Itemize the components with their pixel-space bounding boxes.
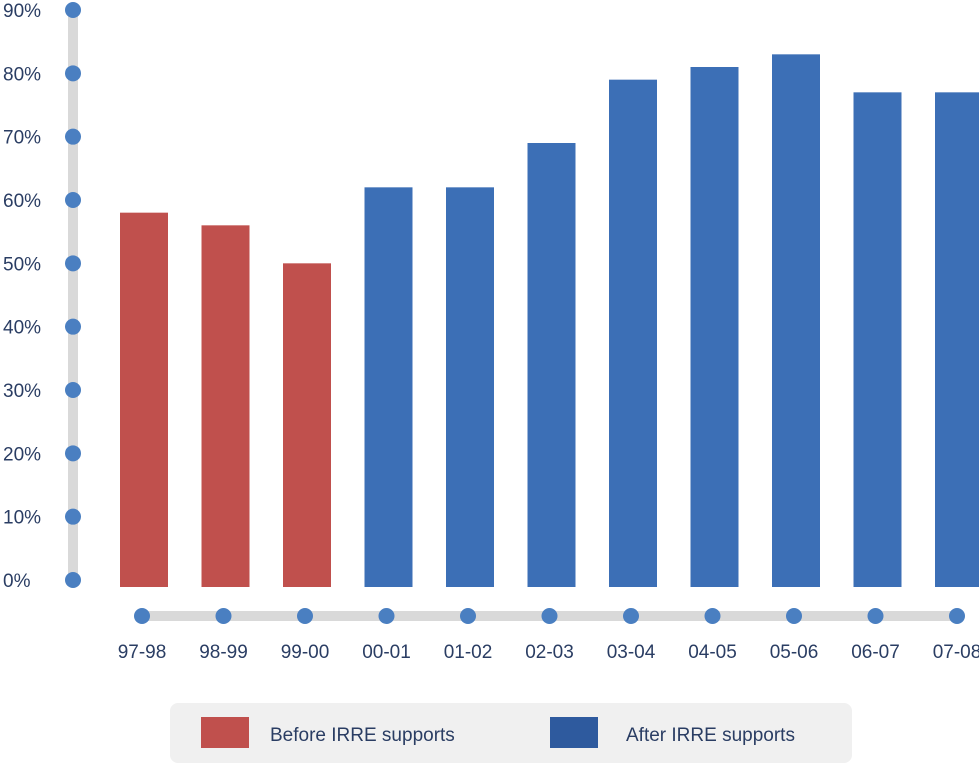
x-tick-dot: [541, 608, 558, 624]
legend-box: [170, 703, 852, 763]
y-tick-label: 50%: [3, 254, 41, 275]
y-tick-label: 80%: [3, 64, 41, 85]
legend-label-before: Before IRRE supports: [270, 725, 455, 746]
y-tick-label: 90%: [3, 1, 41, 22]
x-tick-dot: [867, 608, 884, 624]
x-tick-label: 97-98: [118, 642, 167, 663]
y-tick-dot: [65, 572, 81, 588]
bars: [120, 54, 979, 588]
x-tick-dot: [704, 608, 721, 624]
y-tick-dot: [65, 192, 81, 208]
x-tick-label: 99-00: [281, 642, 330, 663]
y-tick-label: 40%: [3, 318, 41, 339]
y-tick-label: 10%: [3, 508, 41, 529]
x-tick-dot: [949, 608, 965, 624]
x-tick-label: 01-02: [444, 642, 493, 663]
x-tick-label: 07-08: [933, 642, 979, 663]
x-tick-label: 03-04: [607, 642, 656, 663]
bar-06-07: [853, 92, 902, 587]
bar-98-99: [201, 225, 250, 588]
x-axis: 97-98 98-99 99-00 00-01 01-02 02-03 03-04 04-05…: [118, 608, 979, 663]
y-tick-label: 0%: [3, 571, 31, 592]
legend-swatch-before: [201, 717, 249, 748]
x-tick-dot: [623, 608, 639, 624]
bar-02-03: [527, 143, 576, 587]
y-tick-dot: [65, 382, 81, 398]
bar-05-06: [772, 54, 820, 588]
x-tick-label: 00-01: [362, 642, 411, 663]
y-axis: 0% 10% 20% 30% 40% 50% 60% 70% 80% 90%: [3, 1, 81, 592]
y-tick-dot: [65, 128, 81, 145]
y-tick-label: 70%: [3, 128, 41, 149]
x-tick-label: 02-03: [525, 642, 574, 663]
bar-03-04: [609, 79, 657, 588]
y-tick-dot: [65, 2, 81, 18]
legend-swatch-after: [550, 717, 598, 748]
x-tick-dot: [460, 608, 476, 624]
y-tick-dot: [65, 255, 81, 272]
bar-04-05: [690, 67, 739, 587]
x-tick-dot: [786, 608, 802, 624]
y-tick-dot: [65, 508, 81, 525]
y-tick-dot: [65, 445, 81, 462]
bar-00-01: [364, 187, 413, 588]
x-tick-label: 05-06: [770, 642, 819, 663]
legend-label-after: After IRRE supports: [626, 725, 795, 746]
legend: Before IRRE supports After IRRE supports: [170, 703, 852, 763]
bar-97-98: [120, 212, 168, 587]
bar-07-08: [935, 92, 979, 587]
x-tick-dot: [378, 608, 395, 624]
x-tick-dot: [134, 608, 150, 624]
bar-99-00: [283, 263, 331, 587]
y-tick-dot: [65, 318, 81, 335]
x-tick-label: 04-05: [688, 642, 737, 663]
bar-01-02: [446, 187, 494, 588]
y-tick-label: 20%: [3, 444, 41, 465]
y-tick-label: 60%: [3, 191, 41, 212]
x-tick-dot: [297, 608, 313, 624]
x-tick-dot: [215, 608, 232, 624]
y-tick-dot: [65, 65, 81, 82]
y-tick-label: 30%: [3, 381, 41, 402]
x-tick-label: 98-99: [199, 642, 248, 663]
x-tick-label: 06-07: [851, 642, 900, 663]
